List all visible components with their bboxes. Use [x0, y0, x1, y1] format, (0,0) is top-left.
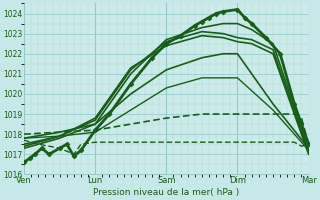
X-axis label: Pression niveau de la mer( hPa ): Pression niveau de la mer( hPa ) — [93, 188, 239, 197]
